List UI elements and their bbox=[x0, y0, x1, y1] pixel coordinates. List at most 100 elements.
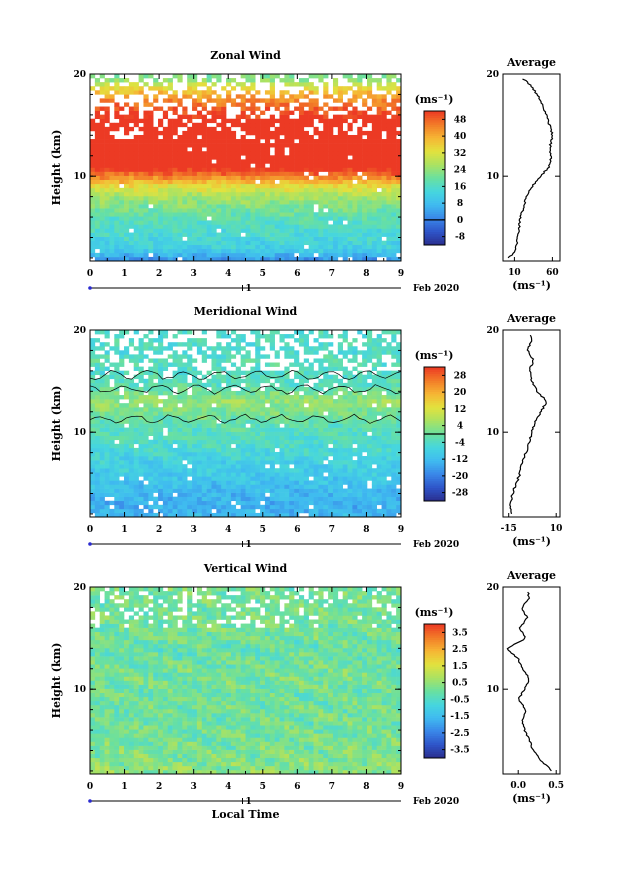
heatmap-cell bbox=[104, 114, 110, 120]
heatmap-cell bbox=[332, 423, 339, 428]
heatmap-cell bbox=[342, 411, 348, 416]
heatmap-cell bbox=[289, 512, 295, 518]
heatmap-cell bbox=[158, 208, 164, 213]
heatmap-cell bbox=[192, 187, 198, 193]
heatmap-cell bbox=[153, 130, 159, 136]
heatmap-cell bbox=[192, 130, 198, 136]
heatmap-cell bbox=[352, 386, 358, 392]
heatmap-cell bbox=[90, 488, 96, 493]
heatmap-cell bbox=[143, 130, 149, 136]
heatmap-cell bbox=[196, 102, 203, 107]
heatmap-cell bbox=[124, 476, 130, 481]
heatmap-cell bbox=[124, 216, 130, 221]
heatmap-cell bbox=[362, 439, 368, 445]
heatmap-cell bbox=[99, 443, 105, 449]
heatmap-cell bbox=[289, 443, 295, 449]
heatmap-cell bbox=[245, 460, 251, 465]
heatmap-cell bbox=[167, 484, 173, 489]
heatmap-cell bbox=[192, 451, 198, 457]
heatmap-cell bbox=[391, 216, 397, 221]
heatmap-cell bbox=[143, 212, 149, 217]
heatmap-cell bbox=[138, 220, 144, 225]
heatmap-cell bbox=[396, 403, 402, 408]
heatmap-cell bbox=[347, 134, 353, 140]
heatmap-cell bbox=[138, 224, 144, 229]
heatmap-cell bbox=[298, 447, 305, 453]
heatmap-cell bbox=[211, 427, 217, 432]
heatmap-cell bbox=[396, 236, 402, 241]
heatmap-cell bbox=[396, 204, 402, 209]
heatmap-cell bbox=[143, 252, 149, 258]
heatmap-cell bbox=[216, 232, 222, 237]
heatmap-cell bbox=[245, 382, 251, 388]
heatmap-cell bbox=[240, 74, 246, 79]
heatmap-cell bbox=[162, 435, 169, 441]
heatmap-cell bbox=[323, 228, 329, 233]
heatmap-cell bbox=[371, 94, 377, 99]
heatmap-cell bbox=[376, 496, 382, 502]
heatmap-cell bbox=[396, 456, 402, 461]
heatmap-cell bbox=[114, 179, 120, 185]
heatmap-cell bbox=[342, 460, 348, 465]
heatmap-cell bbox=[303, 439, 309, 445]
heatmap-cell bbox=[109, 139, 115, 144]
heatmap-cell bbox=[192, 488, 198, 493]
heatmap-cell bbox=[347, 232, 353, 237]
heatmap-cell bbox=[182, 143, 188, 148]
heatmap-cell bbox=[396, 94, 402, 99]
heatmap-cell bbox=[362, 143, 368, 148]
heatmap-cell bbox=[366, 504, 373, 510]
heatmap-cell bbox=[216, 403, 222, 408]
heatmap-cell bbox=[303, 407, 309, 412]
colorbar-swatch bbox=[424, 164, 445, 168]
heatmap-cell bbox=[250, 382, 256, 388]
heatmap-cell bbox=[308, 443, 314, 449]
heatmap-cell bbox=[128, 354, 135, 359]
heatmap-cell bbox=[114, 187, 120, 193]
heatmap-cell bbox=[250, 451, 256, 457]
heatmap-cell bbox=[381, 374, 387, 380]
heatmap-cell bbox=[342, 159, 348, 164]
heatmap-cell bbox=[308, 224, 314, 229]
heatmap-cell bbox=[264, 456, 271, 461]
heatmap-cell bbox=[337, 187, 343, 193]
heatmap-cell bbox=[264, 476, 271, 481]
heatmap-cell bbox=[182, 240, 188, 246]
heatmap-cell bbox=[196, 183, 203, 189]
heatmap-cell bbox=[192, 512, 198, 518]
heatmap-cell bbox=[211, 195, 217, 201]
heatmap-cell bbox=[167, 126, 173, 132]
heatmap-cell bbox=[245, 256, 251, 262]
heatmap-cell bbox=[153, 415, 159, 420]
heatmap-cell bbox=[99, 248, 105, 254]
heatmap-cell bbox=[274, 256, 280, 262]
heatmap-cell bbox=[216, 484, 222, 489]
heatmap-cell bbox=[371, 191, 377, 197]
heatmap-cell bbox=[206, 447, 212, 453]
heatmap-cell bbox=[177, 232, 183, 237]
heatmap-cell bbox=[323, 496, 329, 502]
heatmap-cell bbox=[274, 492, 280, 497]
heatmap-cell bbox=[148, 472, 154, 477]
heatmap-cell bbox=[303, 435, 309, 441]
heatmap-cell bbox=[308, 456, 314, 461]
heatmap-cell bbox=[177, 460, 183, 465]
heatmap-cell bbox=[158, 200, 164, 205]
heatmap-cell bbox=[172, 382, 178, 388]
heatmap-cell bbox=[318, 191, 324, 197]
heatmap-cell bbox=[124, 167, 130, 172]
heatmap-cell bbox=[99, 492, 105, 497]
heatmap-cell bbox=[313, 411, 319, 416]
heatmap-cell bbox=[177, 439, 183, 445]
heatmap-cell bbox=[289, 191, 295, 197]
heatmap-cell bbox=[114, 407, 120, 412]
heatmap-cell bbox=[245, 419, 251, 424]
heatmap-cell bbox=[124, 407, 130, 412]
heatmap-cell bbox=[318, 472, 324, 477]
heatmap-cell bbox=[201, 451, 207, 457]
heatmap-cell bbox=[216, 155, 222, 160]
heatmap-cell bbox=[294, 480, 300, 485]
heatmap-cell bbox=[289, 500, 295, 506]
heatmap-cell bbox=[328, 240, 334, 246]
heatmap-cell bbox=[366, 134, 373, 140]
